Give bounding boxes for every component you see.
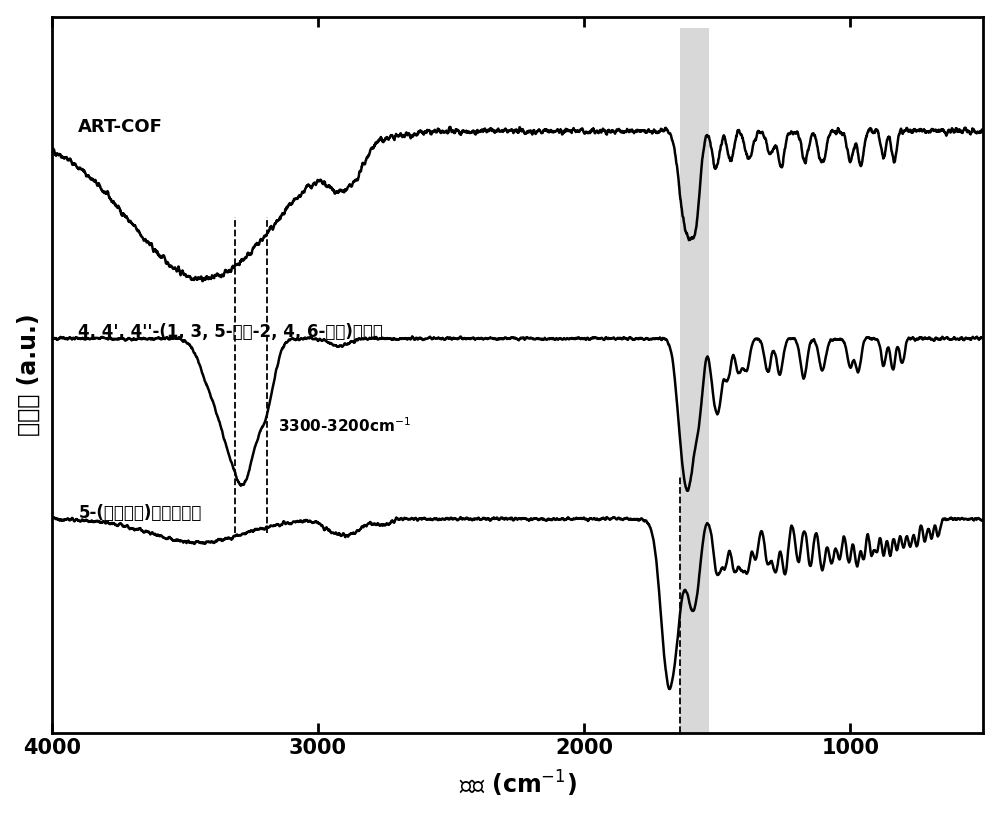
Text: 5-(烯丙氧基)间苯二甲醛: 5-(烯丙氧基)间苯二甲醛 (78, 504, 202, 522)
Text: 3300-3200cm$^{-1}$: 3300-3200cm$^{-1}$ (278, 416, 411, 435)
Bar (680, 28, 709, 733)
Text: ART-COF: ART-COF (78, 118, 163, 136)
Y-axis label: 透射率 (a.u.): 透射率 (a.u.) (17, 313, 41, 437)
X-axis label: 波数 (cm$^{-1}$): 波数 (cm$^{-1}$) (459, 769, 576, 800)
Text: 4, 4', 4''-(1, 3, 5-三嗪-2, 4, 6-三基)三苯胺: 4, 4', 4''-(1, 3, 5-三嗪-2, 4, 6-三基)三苯胺 (78, 323, 383, 341)
